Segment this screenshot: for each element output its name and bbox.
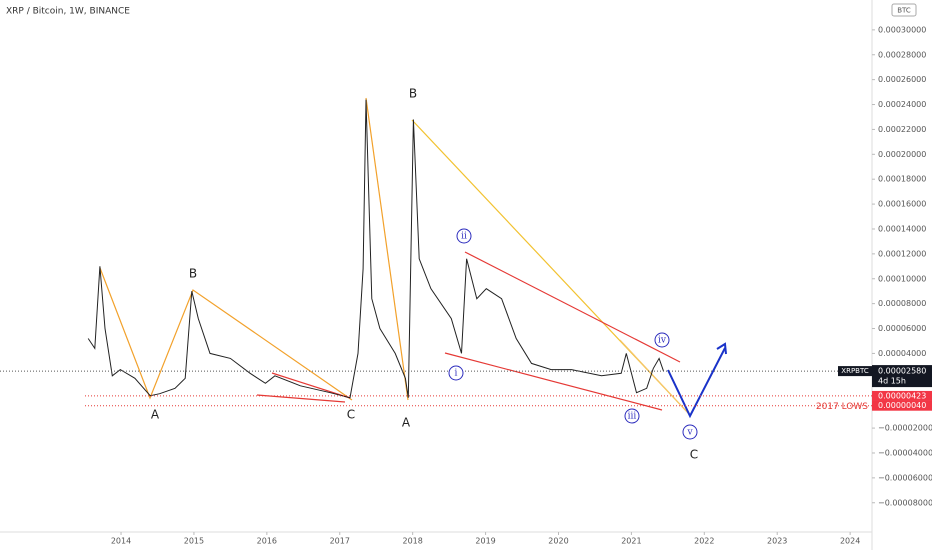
level-label: 0.00000423 <box>878 391 926 400</box>
currency-box <box>891 3 917 17</box>
wave-numeral: v <box>686 428 693 438</box>
y-tick-label: 0.00028000 <box>878 50 926 59</box>
level-tag <box>872 400 932 411</box>
x-tick-label: 2020 <box>548 537 568 546</box>
red-trendline <box>464 251 681 363</box>
wave-letter: B <box>189 267 197 281</box>
arrowhead <box>716 342 727 355</box>
y-tick-label: −0.00002000 <box>878 424 932 433</box>
y-tick-label: 0.00016000 <box>878 200 926 209</box>
wave-numeral: iv <box>658 336 667 346</box>
y-tick-label: 0.00012000 <box>878 249 926 258</box>
wave-letter: A <box>151 408 160 422</box>
wave-numeral: i <box>455 369 458 379</box>
y-tick-label: 0.00022000 <box>878 125 926 134</box>
series-name: XRPBTC <box>841 367 869 375</box>
orange-wave <box>365 97 409 401</box>
wave-letter: C <box>690 448 698 462</box>
projection <box>667 347 726 419</box>
wave-letter: B <box>409 87 417 101</box>
y-tick-label: 0.00008000 <box>878 299 926 308</box>
wave-numeral: ii <box>461 232 467 242</box>
x-tick-label: 2018 <box>402 537 422 546</box>
wave-circle <box>624 408 640 424</box>
y-tick-label: −0.00004000 <box>878 448 932 457</box>
y-tick-label: 0.00018000 <box>878 175 926 184</box>
wave-circle <box>456 228 472 244</box>
level-tag <box>872 390 932 401</box>
wave-numeral: iii <box>628 412 637 422</box>
x-tick-label: 2023 <box>767 537 787 546</box>
x-tick-label: 2017 <box>330 537 350 546</box>
countdown: 4d 15h <box>878 377 906 386</box>
x-tick-label: 2014 <box>111 537 131 546</box>
chart-title: XRP / Bitcoin, 1W, BINANCE <box>6 7 130 17</box>
wave-letter: C <box>347 408 355 422</box>
wave-circle <box>682 424 698 440</box>
orange-wave <box>99 267 353 401</box>
red-trendline <box>271 372 351 399</box>
y-tick-label: 0.00024000 <box>878 100 926 109</box>
x-tick-label: 2015 <box>184 537 204 546</box>
level-note: 2017 LOWS <box>816 402 868 412</box>
wave-circle <box>448 365 464 381</box>
y-tick-label: −0.00006000 <box>878 473 932 482</box>
y-tick-label: 0.00010000 <box>878 274 926 283</box>
y-tick-label: 0.00004000 <box>878 349 926 358</box>
y-tick-label: 0.00026000 <box>878 75 926 84</box>
red-trendline <box>444 352 663 411</box>
orange-wave <box>619 339 691 416</box>
last-price: 0.00002580 <box>878 367 926 376</box>
price-tag <box>872 365 932 388</box>
price-tag <box>838 366 872 377</box>
y-tick-label: 0.00014000 <box>878 224 926 233</box>
x-tick-label: 2019 <box>475 537 495 546</box>
currency: BTC <box>897 7 911 15</box>
x-tick-label: 2016 <box>257 537 277 546</box>
y-tick-label: 0.00020000 <box>878 150 926 159</box>
level-label: 0.00000040 <box>878 401 926 410</box>
price-line <box>87 99 664 399</box>
wave-circle <box>654 332 670 348</box>
y-tick-label: 0.00006000 <box>878 324 926 333</box>
x-tick-label: 2022 <box>694 537 714 546</box>
y-tick-label: 0.00030000 <box>878 25 926 34</box>
y-tick-label: −0.00008000 <box>878 498 932 507</box>
x-tick-label: 2021 <box>621 537 641 546</box>
x-tick-label: 2024 <box>840 537 860 546</box>
wave-letter: A <box>402 416 411 430</box>
